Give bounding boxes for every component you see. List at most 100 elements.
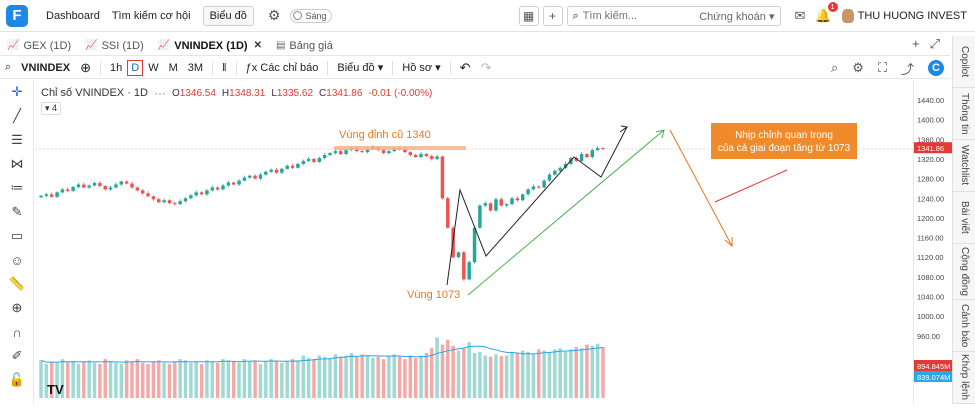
fib-icon[interactable]: ≔ (0, 176, 34, 200)
volume-bar (168, 364, 171, 398)
horizontal-lines-icon[interactable]: ☰ (0, 128, 34, 152)
lock-draw-icon[interactable]: ✐ (0, 344, 34, 368)
volume-tag-2: 839.074M (917, 373, 950, 382)
redo-icon[interactable]: ↷ (476, 60, 497, 76)
volume-bar (302, 356, 305, 399)
zoom-search-icon[interactable]: ⌕ (831, 60, 838, 76)
volume-bar (328, 358, 331, 398)
close-icon[interactable]: ✕ (254, 40, 262, 51)
share-icon[interactable]: ⤴ (901, 59, 914, 78)
panel-tab-info[interactable]: Thông tin (953, 88, 975, 140)
tab-price-board[interactable]: ▤Bảng giá (269, 36, 340, 56)
candle (66, 189, 69, 190)
nav-dashboard[interactable]: Dashboard (46, 10, 100, 22)
panel-tab-trades[interactable]: Khớp lệnh (953, 352, 975, 404)
volume-bar (425, 353, 428, 398)
interval-m[interactable]: M (164, 62, 183, 74)
symbol-label[interactable]: VNINDEX (16, 62, 75, 74)
interval-3m[interactable]: 3M (183, 62, 208, 74)
interval-1h[interactable]: 1h (105, 62, 127, 74)
add-icon[interactable]: + (543, 6, 563, 26)
avatar[interactable] (842, 9, 854, 23)
tab-label: SSI (1D) (102, 40, 144, 52)
ruler-icon[interactable]: 📏 (0, 272, 34, 296)
brush-icon[interactable]: ✎ (0, 200, 34, 224)
trendline-icon[interactable]: ╱ (0, 104, 34, 128)
symbol-search-icon[interactable]: ⌕ (0, 61, 16, 74)
interval-d[interactable]: D (127, 60, 143, 76)
nav-chart[interactable]: Biểu đồ (203, 6, 254, 26)
emoji-icon[interactable]: ☺ (0, 248, 34, 272)
search-scope-select[interactable]: Chứng khoán ▾ (699, 10, 774, 23)
candle (152, 196, 155, 199)
volume-bar (216, 363, 219, 398)
divider (212, 61, 213, 75)
tab-vnindex[interactable]: 📈VNINDEX (1D)✕ (151, 36, 269, 56)
right-side-panel: Copilot Thông tin Watchlist Bài viết Cộn… (952, 36, 975, 404)
y-tick-label: 1080.00 (917, 273, 944, 282)
add-compare-icon[interactable]: ⊕ (75, 60, 96, 76)
nav-opportunity-search[interactable]: Tìm kiếm cơ hội (112, 10, 191, 22)
pattern-icon[interactable]: ⋈ (0, 152, 34, 176)
volume-bar (382, 359, 385, 398)
volume-bar (221, 359, 224, 398)
add-tab-icon[interactable]: + (912, 36, 920, 52)
candle (77, 185, 80, 187)
y-tick-label: 1040.00 (917, 293, 944, 302)
app-logo[interactable]: F (6, 5, 28, 27)
price-chart-svg[interactable]: Vùng đỉnh cũ 1340 Nhịp chỉnh quan trọng … (35, 80, 913, 404)
y-tick-label: 1200.00 (917, 214, 944, 223)
zoom-in-icon[interactable]: ⊕ (0, 296, 34, 320)
candle (93, 183, 96, 185)
chart-area[interactable]: Vùng đỉnh cũ 1340 Nhịp chỉnh quan trọng … (35, 80, 913, 404)
magnet-icon[interactable]: ∩ (0, 320, 34, 344)
tab-gex[interactable]: 📈GEX (1D) (0, 36, 78, 56)
settings-icon[interactable]: ⚙ (852, 60, 864, 76)
profile-menu-button[interactable]: Hồ sơ ▾ (397, 61, 445, 74)
search-box[interactable]: ⌕ Chứng khoán ▾ (567, 6, 781, 26)
chart-menu-button[interactable]: Biểu đồ ▾ (332, 61, 388, 74)
theme-toggle[interactable]: Sáng (290, 9, 332, 23)
expand-icon[interactable]: ⤢ (930, 36, 940, 52)
top-right: ▦ + ⌕ Chứng khoán ▾ ✉ 🔔1 THU HUONG INVES… (519, 0, 975, 32)
candle (157, 199, 160, 202)
panel-tab-label: Thông tin (959, 93, 970, 135)
panel-tab-copilot[interactable]: Copilot (953, 36, 975, 88)
collapse-indicators-button[interactable]: ▾ 4 (41, 102, 61, 115)
layout-grid-icon[interactable]: ▦ (519, 6, 539, 26)
text-note-icon[interactable]: ▭ (0, 224, 34, 248)
undo-icon[interactable]: ↶ (455, 60, 476, 76)
tab-ssi[interactable]: 📈SSI (1D) (78, 36, 151, 56)
more-icon[interactable]: ··· (154, 86, 166, 100)
panel-tab-watchlist[interactable]: Watchlist (953, 140, 975, 192)
volume-bar (403, 359, 406, 398)
indicators-button[interactable]: ƒx Các chỉ báo (241, 62, 324, 74)
lock-icon[interactable]: 🔓 (0, 368, 34, 392)
candle-type-icon[interactable]: ǁ (217, 62, 232, 74)
bell-icon[interactable]: 🔔1 (815, 8, 831, 24)
volume-bar (387, 356, 390, 399)
fullscreen-icon[interactable]: ⛶ (878, 60, 887, 76)
interval-w[interactable]: W (143, 62, 163, 74)
volume-bar (446, 340, 449, 398)
crosshair-icon[interactable]: ✛ (0, 80, 34, 104)
panel-tab-posts[interactable]: Bài viết (953, 192, 975, 244)
brand-icon[interactable]: C (928, 60, 944, 76)
panel-tab-label: Watchlist (959, 145, 970, 185)
panel-tab-alerts[interactable]: Cảnh báo (953, 300, 975, 352)
volume-bar (558, 348, 561, 398)
message-icon[interactable]: ✉ (795, 8, 806, 24)
table-icon: ▤ (276, 40, 285, 51)
candle (87, 186, 90, 188)
legend-high-value: 1348.31 (229, 88, 265, 99)
panel-tab-community[interactable]: Cộng đồng (953, 244, 975, 300)
user-name[interactable]: THU HUONG INVEST (858, 10, 967, 22)
search-input[interactable] (583, 10, 693, 22)
gear-icon[interactable]: ⚙ (268, 7, 281, 24)
candle (323, 155, 326, 158)
candle (120, 182, 123, 185)
candle (521, 194, 524, 200)
candle (467, 262, 470, 279)
legend-symbol[interactable]: Chỉ số VNINDEX · 1D (41, 87, 148, 99)
